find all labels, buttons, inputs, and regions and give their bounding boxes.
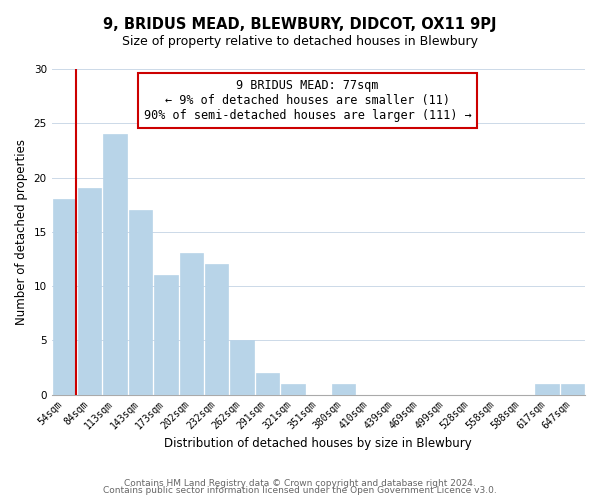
Bar [281,384,305,394]
X-axis label: Distribution of detached houses by size in Blewbury: Distribution of detached houses by size … [164,437,472,450]
Text: 9, BRIDUS MEAD, BLEWBURY, DIDCOT, OX11 9PJ: 9, BRIDUS MEAD, BLEWBURY, DIDCOT, OX11 9… [103,18,497,32]
Bar [535,384,559,394]
Y-axis label: Number of detached properties: Number of detached properties [15,139,28,325]
Text: Size of property relative to detached houses in Blewbury: Size of property relative to detached ho… [122,35,478,48]
Bar [78,188,101,394]
Bar [332,384,355,394]
Bar [560,384,584,394]
Bar [205,264,229,394]
Bar [179,254,203,394]
Bar [154,275,178,394]
Text: Contains public sector information licensed under the Open Government Licence v3: Contains public sector information licen… [103,486,497,495]
Text: 9 BRIDUS MEAD: 77sqm
← 9% of detached houses are smaller (11)
90% of semi-detach: 9 BRIDUS MEAD: 77sqm ← 9% of detached ho… [144,79,472,122]
Bar [129,210,152,394]
Text: Contains HM Land Registry data © Crown copyright and database right 2024.: Contains HM Land Registry data © Crown c… [124,478,476,488]
Bar [103,134,127,394]
Bar [256,373,279,394]
Bar [53,199,76,394]
Bar [230,340,254,394]
